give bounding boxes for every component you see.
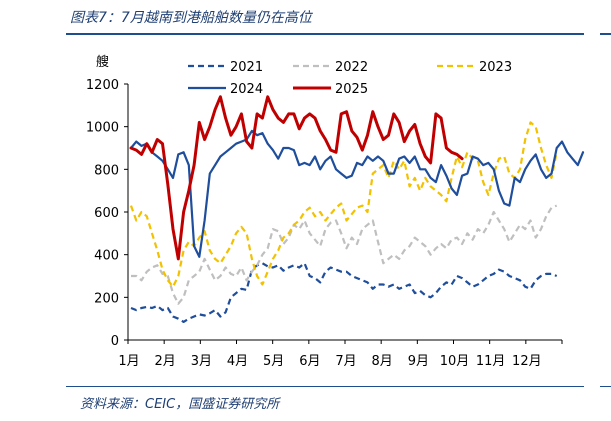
y-tick-label: 600: [94, 206, 119, 221]
top-rule-right: [600, 33, 611, 35]
x-tick-label: 7月: [335, 354, 356, 369]
legend-label-2022: 2022: [335, 60, 368, 75]
legend-label-2023: 2023: [479, 60, 512, 75]
x-tick-label: 2月: [155, 354, 176, 369]
x-tick-label: 12月: [512, 354, 542, 369]
bottom-rule: [66, 386, 584, 387]
axes: 0 200 400 600 800 1000 1200 1月 2月 3月 4月 5月 6月 7月 8月 9月 1…: [86, 78, 563, 369]
x-tick-label: 8月: [372, 354, 393, 369]
series-line-2023: [129, 121, 558, 288]
y-tick-label: 800: [94, 163, 119, 178]
x-tick-label: 5月: [263, 354, 284, 369]
series-line-2022: [131, 204, 558, 305]
x-tick-label: 1月: [118, 354, 139, 369]
series-line-2024: [129, 129, 585, 258]
x-tick-label: 11月: [476, 354, 506, 369]
y-tick-label: 0: [111, 334, 119, 349]
x-tick-label: 6月: [299, 354, 320, 369]
legend-label-2025: 2025: [335, 82, 368, 97]
y-tick-label: 400: [94, 249, 119, 264]
legend-label-2021: 2021: [230, 60, 263, 75]
x-tick-label: 4月: [227, 354, 248, 369]
top-rule: [66, 33, 584, 35]
y-tick-label: 200: [94, 291, 119, 306]
series-line-2025: [129, 95, 464, 261]
x-tick-label: 9月: [408, 354, 429, 369]
series-line-2021: [130, 262, 558, 323]
y-tick-label: 1200: [86, 78, 119, 93]
x-tick-label: 3月: [191, 354, 212, 369]
legend-label-2024: 2024: [230, 82, 263, 97]
y-tick-label: 1000: [86, 121, 119, 136]
x-tick-label: 10月: [440, 354, 470, 369]
source-note: 资料来源：CEIC，国盛证券研究所: [80, 397, 280, 412]
legend: 2021 2022 2023 2024 2025: [188, 60, 512, 97]
y-unit-label: 艘: [96, 54, 109, 70]
series-layer: [129, 95, 585, 323]
chart-title: 图表7：7月越南到港船舶数量仍在高位: [70, 10, 312, 26]
bottom-rule-right: [600, 386, 611, 387]
